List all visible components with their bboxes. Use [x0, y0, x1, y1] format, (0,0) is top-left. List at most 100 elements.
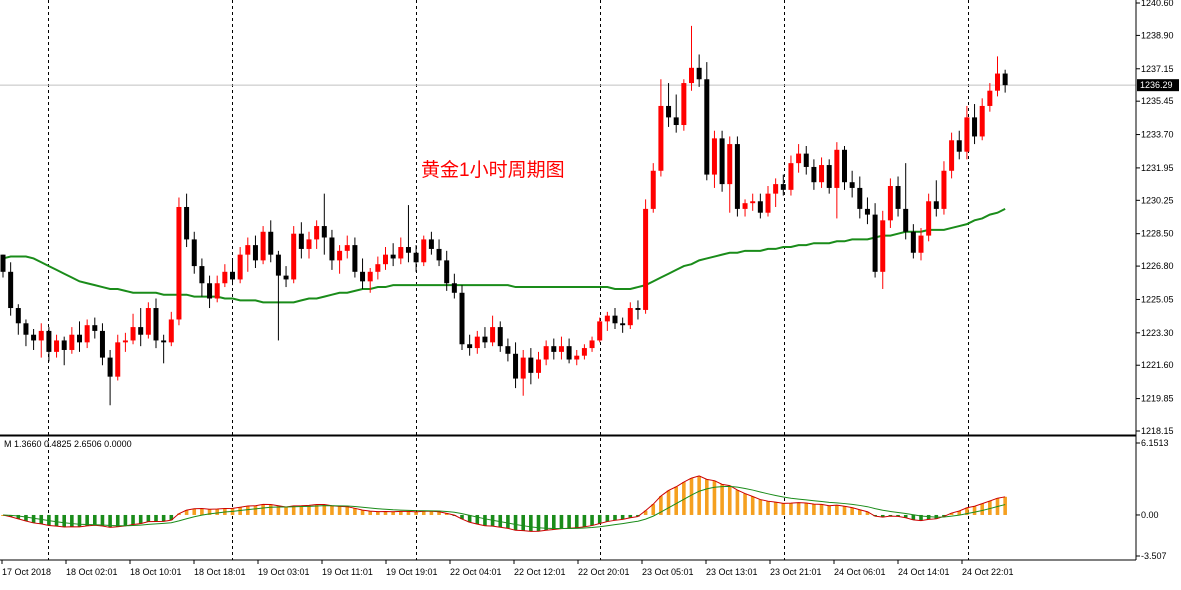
candle-body	[658, 105, 664, 171]
time-tick-label: 18 Oct 10:01	[130, 567, 182, 577]
candle	[773, 178, 779, 207]
macd-histogram-bar	[169, 514, 174, 521]
macd-histogram-bar	[1003, 496, 1007, 515]
candle	[696, 54, 702, 87]
candle	[972, 104, 978, 145]
candle-body	[819, 165, 825, 183]
candle	[995, 56, 1000, 97]
candle	[520, 349, 526, 396]
candle-body	[245, 245, 251, 255]
macd-histogram-bar	[605, 514, 610, 522]
candle-body	[15, 308, 21, 324]
candle-body	[329, 237, 335, 261]
time-tick-label: 23 Oct 05:01	[642, 567, 694, 577]
macd-histogram-bar	[536, 514, 541, 532]
candle	[444, 250, 450, 291]
candle-body	[696, 67, 702, 80]
candle	[589, 336, 595, 352]
candle-body	[383, 254, 388, 265]
candle	[1002, 69, 1008, 93]
macd-histogram-bar	[330, 505, 334, 515]
macd-histogram-bar	[345, 506, 350, 515]
macd-histogram-bar	[567, 514, 571, 529]
macd-histogram-bar	[727, 485, 732, 515]
candle-body	[92, 325, 98, 331]
time-tick-label: 24 Oct 06:01	[834, 567, 886, 577]
candle-body	[864, 208, 870, 215]
candle	[0, 254, 6, 278]
candle	[964, 105, 970, 160]
time-tick-label: 23 Oct 21:01	[770, 567, 822, 577]
macd-histogram-bar	[949, 513, 954, 515]
candle-body	[344, 245, 350, 251]
candle	[383, 247, 388, 270]
candle	[796, 144, 802, 173]
macd-histogram-bar	[475, 514, 480, 525]
candle	[558, 336, 564, 360]
candle-body	[497, 327, 503, 347]
candle-body	[612, 315, 618, 324]
price-tick-label: 1231.95	[1141, 163, 1174, 173]
candle-body	[842, 149, 847, 183]
candle	[107, 349, 113, 406]
macd-histogram-bar	[773, 502, 778, 515]
candle	[757, 193, 763, 219]
candle	[987, 83, 993, 112]
candle-body	[765, 193, 771, 213]
candle-body	[77, 334, 82, 343]
candle-body	[811, 166, 817, 183]
macd-histogram-bar	[972, 506, 977, 515]
candle-body	[972, 117, 978, 137]
candle-body	[604, 315, 610, 322]
candle-body	[941, 170, 947, 209]
candle	[918, 227, 924, 261]
candle-body	[390, 254, 396, 259]
macd-histogram-bar	[980, 503, 984, 515]
candle-body	[826, 165, 832, 188]
candle-body	[482, 336, 488, 343]
candle	[780, 174, 786, 196]
candle	[230, 260, 235, 286]
candle	[451, 273, 457, 299]
candle	[819, 157, 825, 188]
macd-histogram-bar	[858, 509, 862, 515]
macd-histogram-bar	[643, 510, 648, 515]
candle-body	[153, 308, 159, 341]
macd-histogram-bar	[705, 479, 709, 515]
price-tick-label: 1223.30	[1141, 328, 1174, 338]
candle-body	[956, 140, 962, 152]
candle-body	[895, 186, 901, 209]
macd-histogram-bar	[812, 504, 816, 515]
candle-body	[780, 184, 786, 190]
candle	[46, 327, 52, 362]
candle-body	[597, 321, 603, 341]
candle-body	[987, 90, 993, 106]
candle	[857, 176, 863, 219]
macd-histogram-bar	[781, 503, 786, 515]
candle	[130, 313, 136, 345]
candle	[344, 235, 350, 259]
candle	[910, 224, 916, 259]
candle	[314, 220, 320, 249]
candle-body	[115, 342, 121, 377]
candle	[61, 336, 67, 366]
macd-histogram-bar	[253, 505, 258, 515]
candle-body	[643, 208, 649, 310]
macd-histogram-bar	[391, 511, 395, 515]
candle-body	[99, 330, 105, 358]
candle-body	[207, 283, 213, 299]
macd-histogram-bar	[544, 514, 548, 531]
candle	[658, 79, 664, 177]
candle	[620, 317, 626, 333]
macd-histogram-bar	[8, 514, 13, 517]
macd-histogram-bar	[613, 514, 617, 521]
macd-histogram-bar	[896, 514, 900, 517]
macd-histogram-bar	[819, 504, 824, 515]
candle-body	[84, 325, 90, 343]
candle	[428, 231, 434, 255]
candle	[635, 300, 641, 320]
price-tick-label: 1226.80	[1141, 261, 1174, 271]
macd-histogram-bar	[31, 514, 36, 523]
candle	[283, 266, 289, 288]
